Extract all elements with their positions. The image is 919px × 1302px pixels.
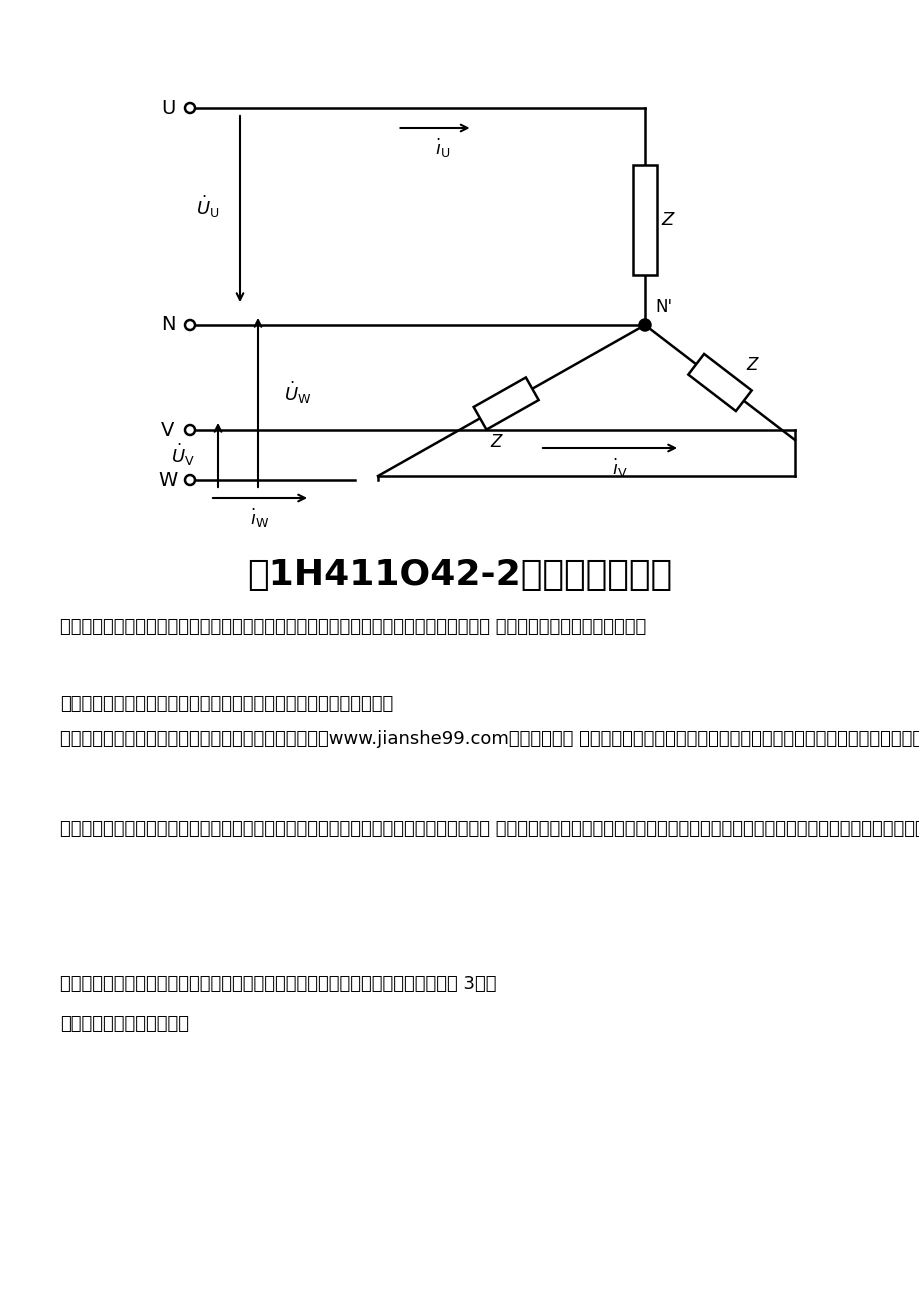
Text: Z: Z [490,432,501,450]
Text: $\dot{\imath}_{\mathrm{W}}$: $\dot{\imath}_{\mathrm{W}}$ [250,506,269,530]
Polygon shape [687,354,751,411]
Text: V: V [161,421,175,440]
Text: $\dot{U}_{\mathrm{U}}$: $\dot{U}_{\mathrm{U}}$ [196,194,220,220]
Text: $\dot{\imath}_{\mathrm{V}}$: $\dot{\imath}_{\mathrm{V}}$ [611,457,627,479]
Text: $\dot{\imath}_{\mathrm{U}}$: $\dot{\imath}_{\mathrm{U}}$ [435,137,449,160]
Text: 三相对称负载作星形联接时的中线来源：建设工程教育网www.jianshe99.com电流为零。此 时取消中线也不影响三相电路的工作，三相四线制就变成三相三线制。: 三相对称负载作星形联接时的中线来源：建设工程教育网www.jianshe99.c… [60,730,919,749]
Text: 对于三相电路中的每一相来说，就是一单相电路，所以各相电流与电压间的相位关系及数量 关系都与单相电路的原理相同。: 对于三相电路中的每一相来说，就是一单相电路，所以各相电流与电压间的相位关系及数量… [60,618,645,635]
Polygon shape [473,378,539,430]
Text: 当负载不对称时，这时中线电流不为零。但通常中线电流比相电流小得多，所以中线的截面 积可小些。当中线存在时，它能平衡各相电压，保证三相负载成为三个互不影响的独立电: 当负载不对称时，这时中线电流不为零。但通常中线电流比相电流小得多，所以中线的截面… [60,820,919,838]
Text: $\dot{U}_{\mathrm{V}}$: $\dot{U}_{\mathrm{V}}$ [171,441,195,469]
Circle shape [639,319,650,331]
Text: Z: Z [660,211,673,229]
Bar [632,165,656,275]
Text: 在对称三相电压作用下，流过对称三相负载中每相负载的电流应相等。: 在对称三相电压作用下，流过对称三相负载中每相负载的电流应相等。 [60,695,392,713]
Text: N: N [161,315,175,335]
Text: 四、三相负载的三角形联接: 四、三相负载的三角形联接 [60,1016,188,1032]
Text: U: U [161,99,175,117]
Text: N': N' [654,298,672,316]
Text: Z: Z [745,355,757,374]
Text: $\dot{U}_{\mathrm{W}}$: $\dot{U}_{\mathrm{W}}$ [284,379,312,406]
Text: 图1H411O42-2负载的星形联接: 图1H411O42-2负载的星形联接 [247,559,672,592]
Text: 在对称三相负载的星形联接中，线电流就等于相电流，线电压是每相负载相电压的丁 3倍。: 在对称三相负载的星形联接中，线电流就等于相电流，线电压是每相负载相电压的丁 3倍… [60,975,496,993]
Text: W: W [158,470,177,490]
